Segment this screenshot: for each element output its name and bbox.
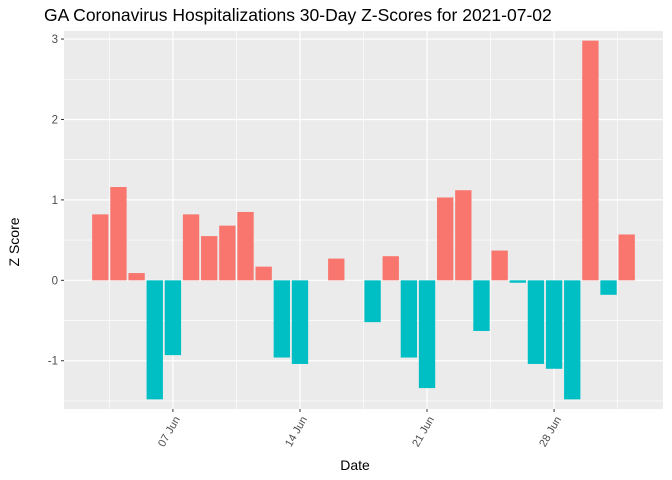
y-axis: -1 0 1 2 3 [48,34,64,368]
bar-2021-06-11 [237,211,254,281]
bar-2021-06-25 [491,250,508,281]
bar-2021-06-26 [509,280,526,283]
x-tick-label: 21 Jun [410,415,437,450]
bar-2021-06-16 [328,258,345,281]
bar-2021-07-02 [618,234,635,281]
y-tick-label: 3 [52,34,58,46]
bar-2021-06-10 [219,225,236,281]
y-axis-title: Z Score [6,217,22,266]
bar-2021-06-23 [455,190,472,281]
chart-title: GA Coronavirus Hospitalizations 30-Day Z… [44,5,552,25]
y-tick-label: 1 [52,195,58,207]
bar-2021-06-21 [418,280,436,389]
x-tick-label: 28 Jun [537,415,564,450]
y-tick-label: -1 [48,356,58,368]
bar-2021-06-09 [201,236,218,281]
x-axis-title: Date [340,457,370,473]
bar-2021-06-18 [364,280,381,323]
x-tick-label: 14 Jun [283,415,310,450]
grid-minor [64,31,663,409]
bar-2021-06-13 [273,280,290,358]
bar-2021-07-01 [600,280,617,295]
bar-2021-06-14 [291,280,309,364]
bar-2021-06-04 [110,187,127,281]
bar-2021-06-20 [400,280,418,358]
bars [92,40,635,400]
bar-2021-06-24 [473,280,490,331]
bar-2021-06-08 [182,214,200,281]
bar-2021-06-12 [255,266,272,281]
bar-2021-06-05 [128,273,145,281]
bar-2021-06-03 [92,214,109,281]
bar-2021-06-07 [164,280,182,356]
y-tick-label: 0 [52,275,58,287]
bar-2021-06-06 [146,280,163,400]
x-tick-label: 07 Jun [156,415,183,450]
bar-2021-06-29 [564,280,581,400]
bar-2021-06-28 [545,280,563,369]
bar-2021-06-22 [437,197,454,281]
bar-2021-06-30 [582,40,599,281]
bar-2021-06-27 [527,280,545,364]
bar-2021-06-19 [382,256,399,281]
y-tick-label: 2 [52,114,58,126]
x-axis: 07 Jun 14 Jun 21 Jun 28 Jun [156,409,564,449]
